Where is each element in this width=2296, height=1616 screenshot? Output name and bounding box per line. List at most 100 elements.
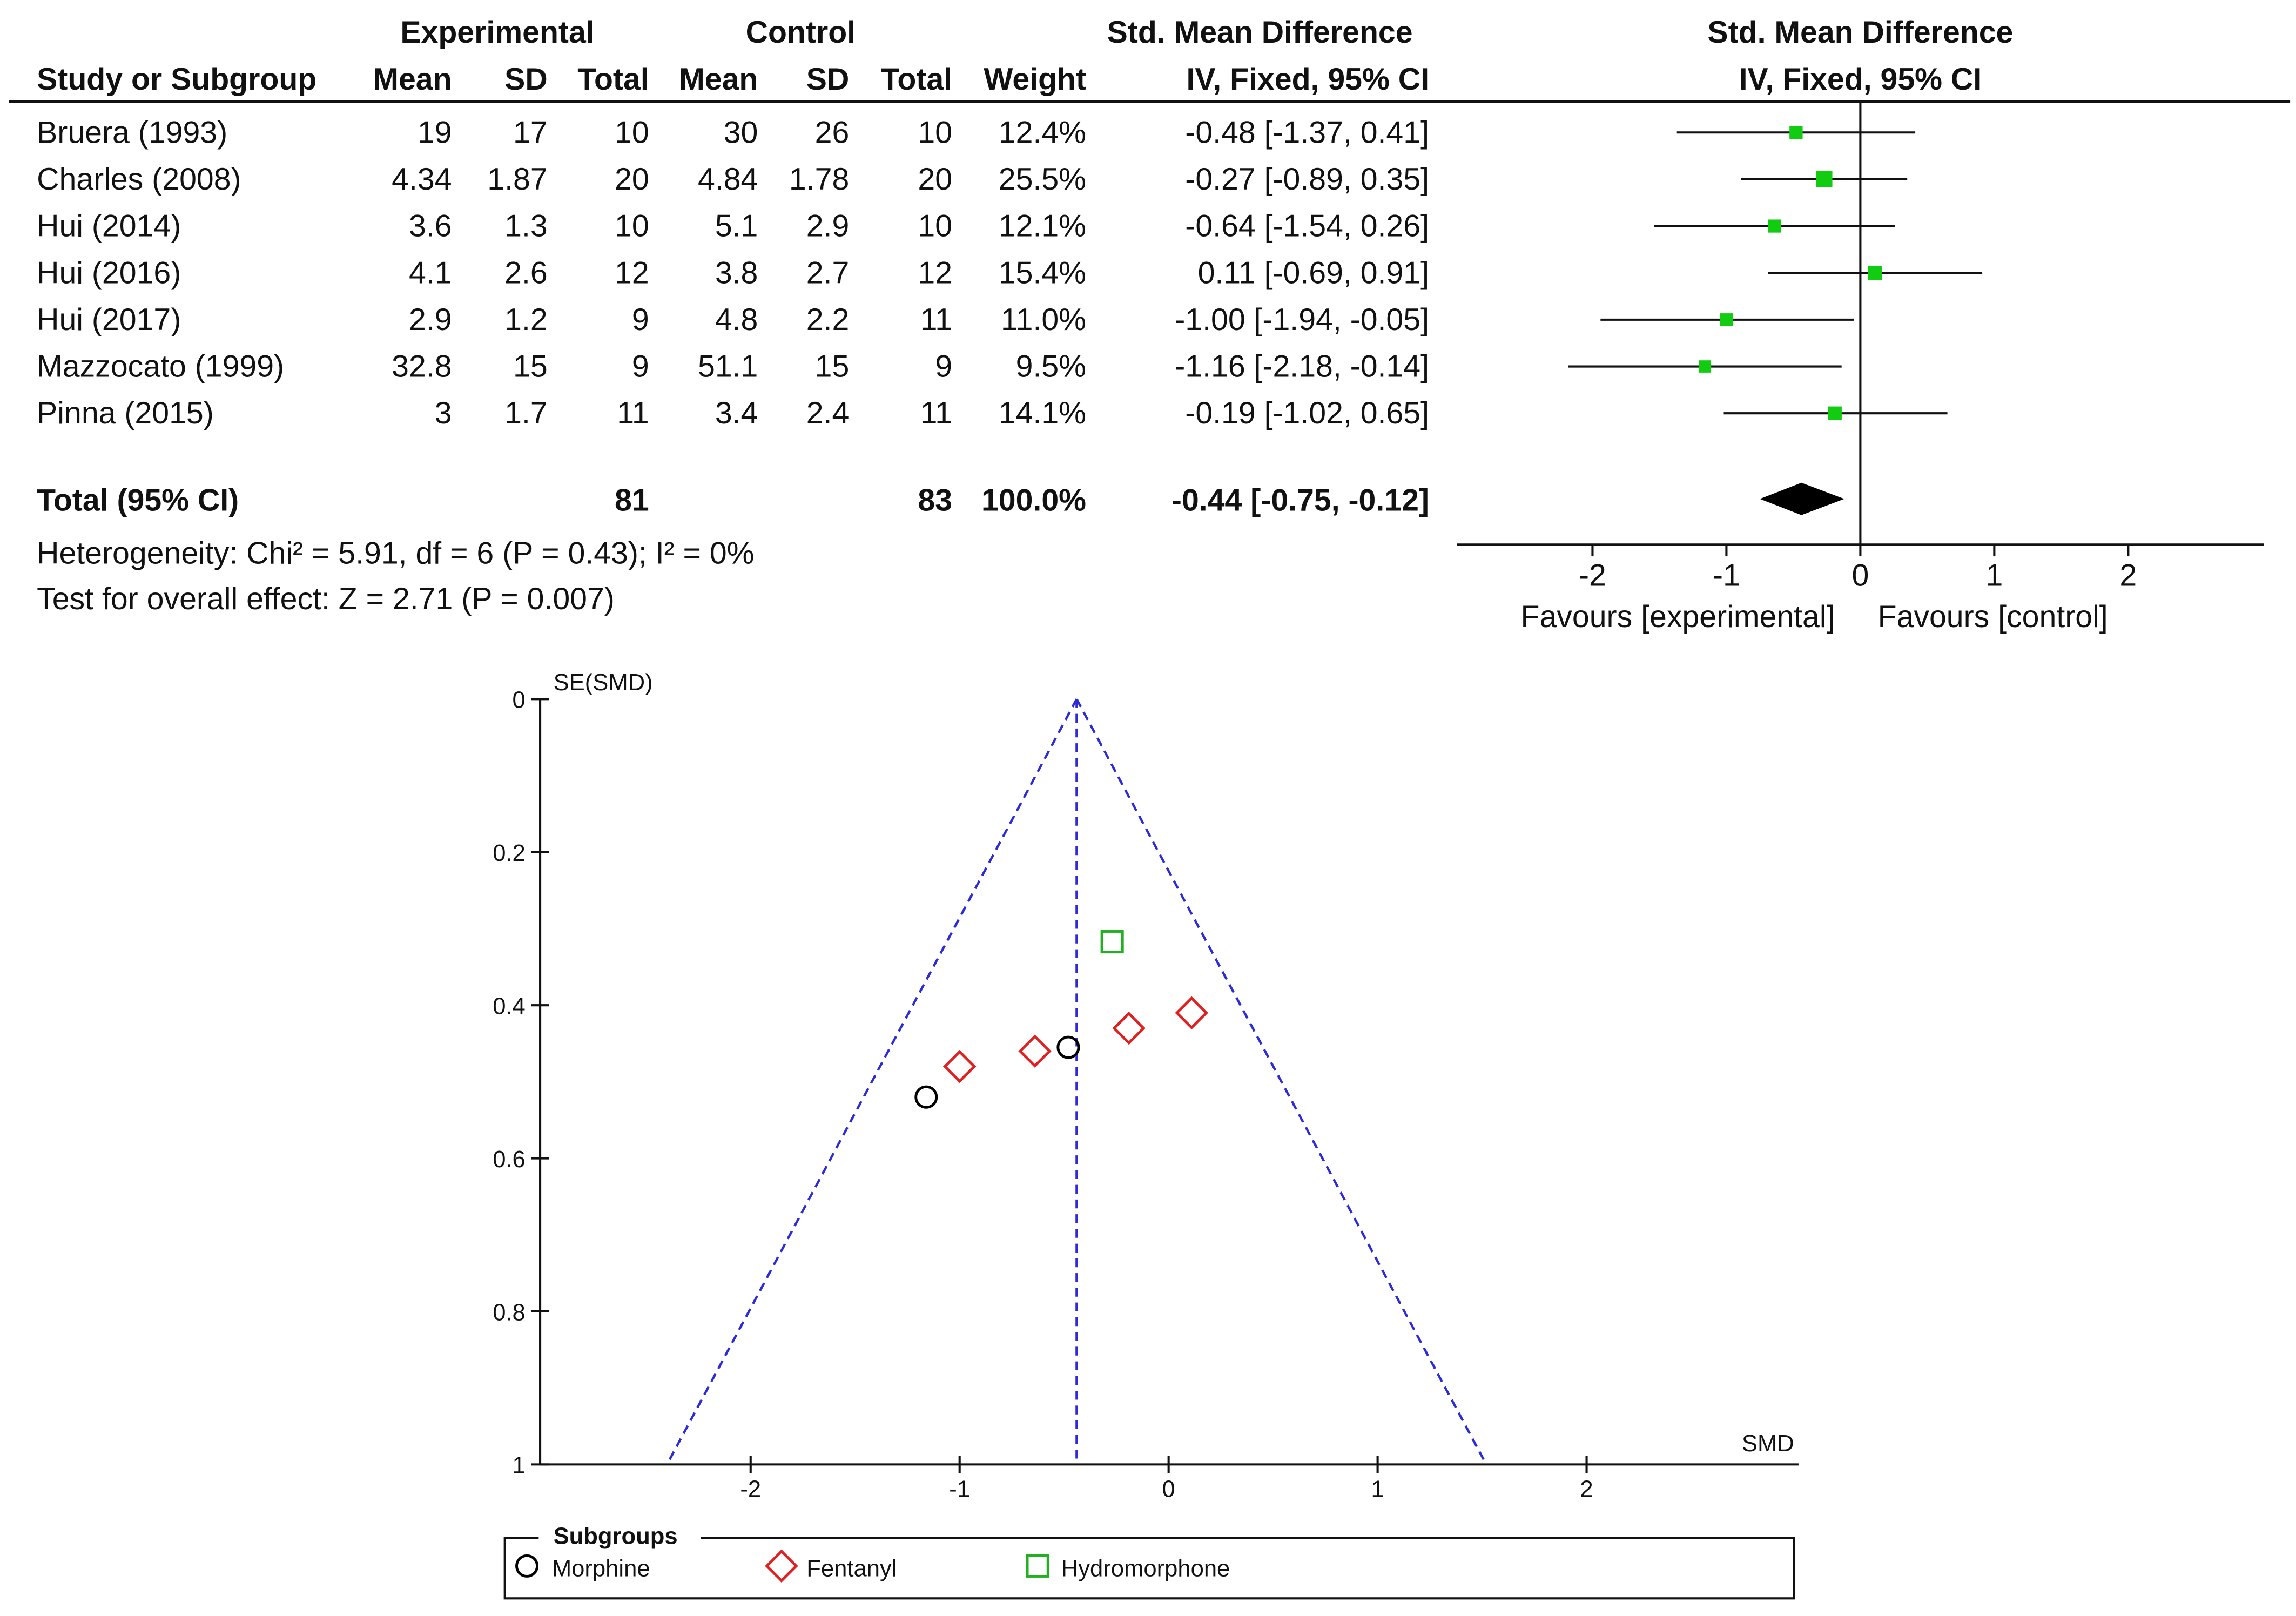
favours-control: Favours [control]	[1878, 600, 2108, 634]
study-ctl-total: 20	[918, 162, 952, 197]
header-exp-total: Total	[577, 62, 649, 97]
study-weight: 12.4%	[999, 115, 1086, 150]
funnel-y-tick-label: 0.4	[493, 994, 526, 1020]
study-ci-text: -0.19 [-1.02, 0.65]	[1185, 396, 1429, 430]
funnel-x-tick-label: -2	[740, 1476, 761, 1502]
funnel-plot: 0 0.2 0.4 0.6 0.8 1 -2 -1 0 1 2	[493, 688, 1799, 1502]
funnel-point-fentanyl	[942, 1049, 977, 1083]
study-weight: 9.5%	[1016, 349, 1086, 384]
header-exp-mean: Mean	[373, 62, 452, 97]
study-ctl-mean: 5.1	[715, 209, 758, 244]
total-ctl-n: 83	[918, 483, 952, 518]
study-ctl-total: 12	[918, 255, 952, 290]
funnel-x-tick-label: 1	[1371, 1476, 1384, 1502]
forest-x-tick-label: 2	[2119, 558, 2137, 593]
study-exp-mean: 3	[435, 396, 452, 430]
study-exp-sd: 1.7	[504, 396, 548, 430]
study-exp-total: 9	[632, 302, 649, 337]
study-exp-mean: 3.6	[409, 209, 452, 244]
funnel-point-morphine	[1056, 1035, 1080, 1059]
header-smd: Std. Mean Difference	[1107, 15, 1413, 50]
total-ci: -0.44 [-0.75, -0.12]	[1171, 483, 1429, 518]
legend-title: Subgroups	[554, 1524, 678, 1550]
study-exp-mean: 4.34	[392, 162, 452, 197]
study-ctl-sd: 15	[815, 349, 850, 384]
legend-hydromorphone-marker	[1026, 1554, 1049, 1578]
study-ctl-total: 9	[935, 349, 952, 384]
study-ctl-mean: 4.84	[698, 162, 758, 197]
study-effect-marker	[1720, 313, 1733, 326]
study-name: Pinna (2015)	[37, 396, 214, 430]
study-effect-marker	[1816, 171, 1833, 187]
header-ctl-sd: SD	[806, 62, 850, 97]
heterogeneity-text: Heterogeneity: Chi² = 5.91, df = 6 (P = …	[37, 536, 754, 571]
forest-x-tick-label: -2	[1579, 558, 1606, 593]
study-weight: 25.5%	[999, 162, 1086, 197]
study-name: Hui (2016)	[37, 255, 181, 290]
study-name: Bruera (1993)	[37, 115, 227, 150]
study-ctl-sd: 1.78	[789, 162, 849, 197]
study-effect-marker	[1699, 360, 1712, 373]
funnel-y-tick-label: 0.8	[493, 1299, 526, 1325]
funnel-y-tick-label: 0.2	[493, 840, 526, 866]
study-ctl-mean: 3.4	[715, 396, 758, 430]
study-effect-marker	[1768, 219, 1781, 233]
overall-effect-text: Test for overall effect: Z = 2.71 (P = 0…	[37, 582, 615, 616]
legend-fentanyl-label: Fentanyl	[806, 1556, 897, 1581]
study-weight: 15.4%	[999, 255, 1086, 290]
total-label: Total (95% CI)	[37, 483, 239, 518]
funnel-xlabel: SMD	[1742, 1431, 1794, 1457]
funnel-y-tick-label: 0	[513, 688, 526, 713]
study-exp-sd: 1.3	[504, 209, 548, 244]
funnel-x-tick-label: -1	[949, 1476, 970, 1502]
study-exp-sd: 15	[513, 349, 548, 384]
header-experimental: Experimental	[400, 15, 594, 50]
funnel-point-hydromorphone	[1100, 930, 1124, 954]
funnel-point-fentanyl	[1018, 1034, 1052, 1068]
funnel-left-limit	[666, 698, 1078, 1465]
study-ctl-mean: 51.1	[698, 349, 758, 384]
study-weight: 12.1%	[999, 209, 1086, 244]
study-ctl-total: 10	[918, 115, 952, 150]
study-exp-total: 9	[632, 349, 649, 384]
pooled-effect-diamond	[1760, 482, 1844, 515]
study-ctl-sd: 26	[815, 115, 850, 150]
forest-x-tick-label: 0	[1851, 558, 1869, 593]
header-study: Study or Subgroup	[37, 62, 317, 97]
funnel-legend: Subgroups Morphine Fentanyl Hydromorphon…	[503, 1524, 1795, 1600]
funnel-right-limit	[1075, 698, 1487, 1465]
study-ctl-total: 11	[920, 302, 952, 337]
study-exp-sd: 1.2	[504, 302, 548, 337]
study-exp-mean: 19	[418, 115, 452, 150]
header-ctl-mean: Mean	[679, 62, 758, 97]
study-ctl-sd: 2.7	[806, 255, 850, 290]
study-name: Hui (2017)	[37, 302, 181, 337]
forest-x-tick-label: 1	[1985, 558, 2003, 593]
study-ctl-mean: 4.8	[715, 302, 758, 337]
forest-x-tick-label: -1	[1713, 558, 1740, 593]
funnel-point-morphine	[914, 1085, 938, 1109]
funnel-point-fentanyl	[1112, 1011, 1146, 1045]
study-ci-text: -0.64 [-1.54, 0.26]	[1185, 209, 1429, 244]
study-ctl-total: 10	[918, 209, 952, 244]
study-ctl-sd: 2.4	[806, 396, 850, 430]
legend-morphine-label: Morphine	[552, 1556, 650, 1581]
study-ci-text: -0.48 [-1.37, 0.41]	[1185, 115, 1429, 150]
study-effect-marker	[1868, 266, 1882, 280]
funnel-y-tick-label: 0.6	[493, 1147, 526, 1173]
funnel-x-tick-label: 0	[1162, 1476, 1175, 1502]
study-exp-total: 10	[615, 115, 649, 150]
study-exp-mean: 4.1	[409, 255, 452, 290]
study-ctl-sd: 2.9	[806, 209, 850, 244]
study-exp-sd: 17	[513, 115, 548, 150]
study-name: Mazzocato (1999)	[37, 349, 284, 384]
header-method: IV, Fixed, 95% CI	[1186, 62, 1429, 97]
favours-experimental: Favours [experimental]	[1521, 600, 1835, 634]
legend-morphine-marker	[515, 1554, 539, 1578]
study-ctl-total: 11	[920, 396, 952, 430]
study-exp-total: 10	[615, 209, 649, 244]
study-ctl-mean: 3.8	[715, 255, 758, 290]
study-effect-marker	[1828, 406, 1842, 420]
